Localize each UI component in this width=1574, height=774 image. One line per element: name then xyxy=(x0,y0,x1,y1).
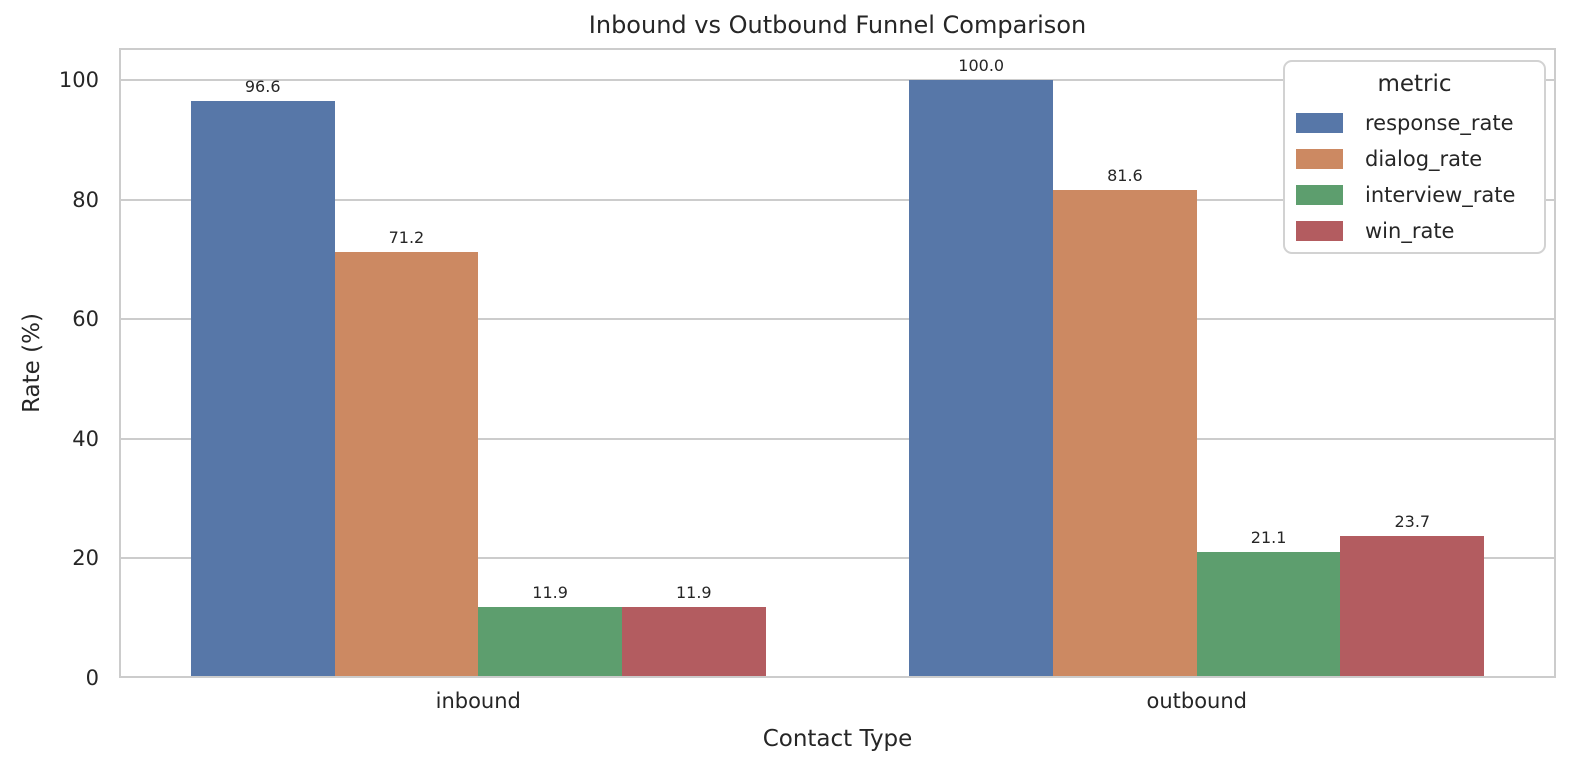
bar-outbound-dialog_rate xyxy=(1053,190,1197,678)
bar-value-label-inbound-response_rate: 96.6 xyxy=(244,76,281,96)
legend-label-dialog_rate: dialog_rate xyxy=(1365,147,1483,171)
legend-entry-dialog_rate: dialog_rate xyxy=(1285,141,1544,177)
plot-area-border xyxy=(119,48,1556,678)
legend-entry-win_rate: win_rate xyxy=(1285,213,1544,249)
bar-inbound-interview_rate xyxy=(478,606,622,678)
bar-value-label-outbound-response_rate: 100.0 xyxy=(958,56,1005,76)
legend: metric response_rate dialog_rate interview… xyxy=(1283,60,1546,254)
y-tick-label-80: 80 xyxy=(72,187,99,212)
gridline-80 xyxy=(119,198,1556,201)
x-axis-label: Contact Type xyxy=(762,726,913,752)
gridline-40 xyxy=(119,437,1556,440)
legend-swatch-response_rate xyxy=(1296,113,1343,133)
bar-outbound-response_rate xyxy=(909,80,1054,678)
x-tick-label-inbound: inbound xyxy=(435,689,521,713)
bar-inbound-dialog_rate xyxy=(334,252,479,678)
legend-label-interview_rate: interview_rate xyxy=(1365,183,1516,207)
bar-value-label-outbound-interview_rate: 21.1 xyxy=(1250,527,1287,547)
legend-swatch-win_rate xyxy=(1296,221,1343,241)
bar-value-label-outbound-dialog_rate: 81.6 xyxy=(1107,166,1143,186)
y-tick-label-40: 40 xyxy=(72,426,99,451)
legend-title: metric xyxy=(1377,71,1452,97)
legend-swatch-dialog_rate xyxy=(1296,149,1343,169)
y-tick-label-20: 20 xyxy=(72,546,99,571)
legend-entry-response_rate: response_rate xyxy=(1285,105,1544,141)
bar-inbound-win_rate xyxy=(621,606,766,678)
bar-value-label-inbound-interview_rate: 11.9 xyxy=(532,582,568,602)
bar-outbound-win_rate xyxy=(1340,536,1485,678)
legend-swatch-interview_rate xyxy=(1296,185,1343,205)
bar-value-label-inbound-win_rate: 11.9 xyxy=(675,582,712,602)
bar-value-label-outbound-win_rate: 23.7 xyxy=(1394,512,1431,532)
legend-label-response_rate: response_rate xyxy=(1365,111,1514,135)
gridline-100 xyxy=(119,79,1556,82)
y-tick-label-60: 60 xyxy=(72,307,99,332)
legend-entry-interview_rate: interview_rate xyxy=(1285,177,1544,213)
y-tick-label-0: 0 xyxy=(85,666,99,690)
legend-label-win_rate: win_rate xyxy=(1365,219,1455,243)
bar-value-label-inbound-dialog_rate: 71.2 xyxy=(388,228,425,248)
x-tick-label-outbound: outbound xyxy=(1146,689,1248,713)
bar-outbound-interview_rate xyxy=(1196,551,1341,678)
y-tick-label-100: 100 xyxy=(58,68,99,93)
gridline-20 xyxy=(119,557,1556,560)
gridline-60 xyxy=(119,318,1556,321)
bar-inbound-response_rate xyxy=(190,100,335,678)
chart-title: Inbound vs Outbound Funnel Comparison xyxy=(588,11,1087,39)
